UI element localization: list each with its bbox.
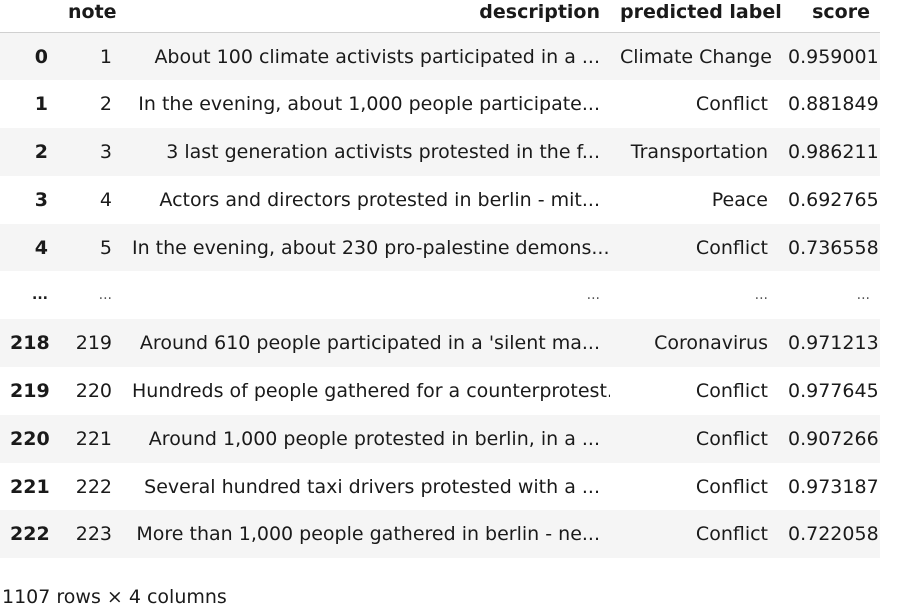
score-cell: 0.973187: [788, 475, 879, 498]
row-index: 3: [34, 188, 48, 211]
ellipsis-row: ... ... ... ... ...: [0, 271, 880, 319]
table-row: 222 223 More than 1,000 people gathered …: [0, 510, 880, 559]
table-body: 0 1 About 100 climate activists particip…: [0, 32, 880, 559]
table-row: 4 5 In the evening, about 230 pro-palest…: [0, 223, 880, 272]
score-cell: 0.692765: [788, 188, 879, 211]
score-cell: 0.722058: [788, 523, 879, 546]
score-cell: ...: [856, 287, 870, 304]
table-row: 2 3 3 last generation activists proteste…: [0, 128, 880, 176]
score-cell: 0.881849: [788, 93, 879, 116]
row-index: ...: [32, 287, 48, 304]
row-index: 4: [34, 236, 48, 259]
predicted-label-cell: Conflict: [695, 475, 768, 498]
predicted-label-cell: Conflict: [695, 379, 768, 402]
note-cell: 219: [75, 332, 112, 355]
note-cell: 1: [99, 45, 112, 68]
table-row: 220 221 Around 1,000 people protested in…: [0, 414, 880, 463]
dataframe-shape-summary: 1107 rows × 4 columns: [2, 586, 227, 608]
score-cell: 0.736558: [788, 236, 879, 259]
row-index: 2: [34, 140, 48, 163]
predicted-label-cell: Conflict: [695, 523, 768, 546]
description-cell: 3 last generation activists protested in…: [166, 140, 600, 163]
dataframe-output: note description predicted label score 0…: [0, 0, 880, 559]
score-cell: 0.907266: [788, 427, 879, 450]
predicted-label-cell: Conflict: [695, 236, 768, 259]
note-cell: 2: [99, 93, 112, 116]
predicted-label-cell: ...: [754, 287, 768, 304]
description-cell: Several hundred taxi drivers protested w…: [144, 475, 600, 498]
predicted-label-cell: Transportation: [630, 140, 768, 163]
score-cell: 0.986211: [788, 140, 879, 163]
predicted-label-cell: Peace: [711, 188, 768, 211]
note-cell: 3: [99, 140, 112, 163]
score-cell: 0.977645: [788, 379, 879, 402]
table-row: 221 222 Several hundred taxi drivers pro…: [0, 463, 880, 511]
row-index: 220: [10, 427, 50, 450]
row-index: 219: [10, 379, 50, 402]
note-cell: 223: [75, 523, 112, 546]
note-cell: 222: [75, 475, 112, 498]
column-header-description: description: [122, 0, 610, 33]
column-header-predicted-label: predicted label: [610, 0, 782, 33]
column-header-note: note: [58, 0, 122, 33]
table-row: 219 220 Hundreds of people gathered for …: [0, 367, 880, 415]
score-cell: 0.971213: [788, 332, 879, 355]
row-index: 1: [34, 93, 48, 116]
row-index: 0: [34, 45, 48, 68]
table-row: 3 4 Actors and directors protested in be…: [0, 176, 880, 224]
index-header: [0, 0, 58, 33]
description-cell: Actors and directors protested in berlin…: [159, 188, 600, 211]
note-cell: 5: [99, 236, 112, 259]
table-row: 1 2 In the evening, about 1,000 people p…: [0, 80, 880, 128]
table-row: 218 219 Around 610 people participated i…: [0, 319, 880, 368]
description-cell: In the evening, about 1,000 people parti…: [138, 93, 600, 116]
predicted-label-cell: Climate Change: [620, 45, 772, 68]
description-cell: In the evening, about 230 pro-palestine …: [132, 236, 610, 259]
column-header-score: score: [778, 0, 880, 33]
row-index: 218: [10, 332, 50, 355]
table-header: note description predicted label score: [0, 0, 880, 33]
note-cell: 220: [75, 379, 112, 402]
description-cell: Around 610 people participated in a 'sil…: [139, 332, 600, 355]
description-cell: Hundreds of people gathered for a counte…: [132, 379, 610, 402]
dataframe-table: note description predicted label score 0…: [0, 0, 880, 559]
note-cell: 4: [99, 188, 112, 211]
table-row: 0 1 About 100 climate activists particip…: [0, 32, 880, 81]
description-cell: ...: [586, 287, 600, 304]
row-index: 221: [10, 475, 50, 498]
description-cell: Around 1,000 people protested in berlin,…: [148, 427, 600, 450]
note-cell: 221: [75, 427, 112, 450]
predicted-label-cell: Conflict: [695, 427, 768, 450]
predicted-label-cell: Conflict: [695, 93, 768, 116]
predicted-label-cell: Coronavirus: [654, 332, 768, 355]
row-index: 222: [10, 523, 50, 546]
description-cell: About 100 climate activists participated…: [154, 45, 600, 68]
description-cell: More than 1,000 people gathered in berli…: [136, 523, 600, 546]
note-cell: ...: [98, 287, 112, 304]
score-cell: 0.959001: [788, 45, 879, 68]
header-row: note description predicted label score: [0, 0, 880, 33]
